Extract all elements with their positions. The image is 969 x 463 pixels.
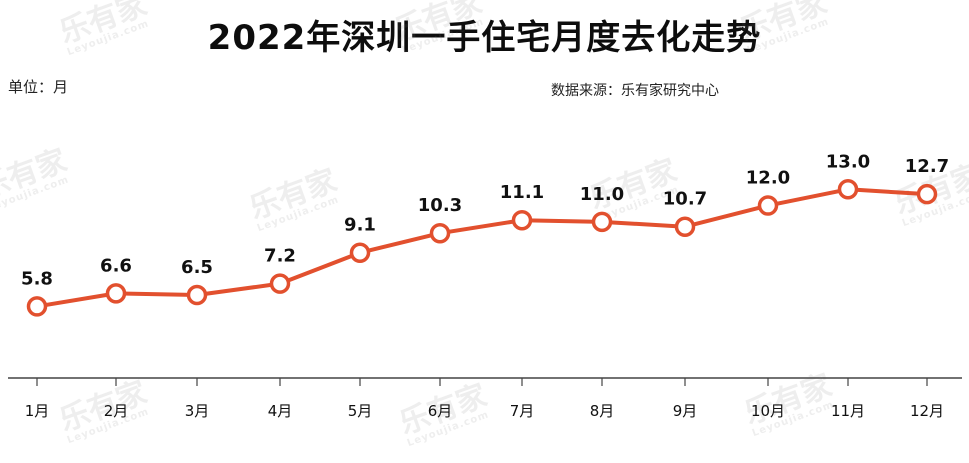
x-tick-label: 11月 — [831, 402, 865, 420]
data-point — [26, 296, 48, 317]
source-label: 数据来源：乐有家研究中心 — [551, 83, 719, 99]
x-tick-label: 7月 — [510, 402, 535, 420]
data-label: 11.0 — [580, 184, 624, 205]
data-point — [591, 211, 613, 233]
data-label: 11.1 — [500, 182, 544, 203]
x-tick-label: 9月 — [673, 402, 698, 420]
x-tick-label: 8月 — [590, 402, 615, 420]
x-tick-label: 3月 — [185, 402, 210, 420]
x-tick-label: 5月 — [348, 402, 373, 420]
data-label: 9.1 — [344, 215, 376, 236]
data-label: 10.3 — [418, 195, 462, 216]
x-tick-label: 1月 — [25, 402, 50, 420]
data-point — [105, 283, 127, 304]
series-line — [35, 187, 929, 309]
data-label: 5.8 — [21, 268, 53, 289]
data-point — [186, 284, 208, 306]
data-label: 10.7 — [663, 189, 707, 210]
data-point — [349, 242, 371, 263]
data-label: 6.6 — [100, 255, 132, 276]
data-label: 7.2 — [264, 246, 296, 267]
unit-label: 单位：月 — [8, 78, 69, 96]
data-point — [757, 195, 779, 216]
data-label: 12.7 — [905, 156, 949, 177]
x-tick-label: 10月 — [751, 402, 785, 420]
data-label: 12.0 — [746, 168, 790, 189]
chart-title: 2022年深圳一手住宅月度去化走势 — [207, 18, 762, 58]
x-tick-label: 12月 — [910, 402, 944, 420]
data-point — [837, 179, 859, 200]
data-label: 6.5 — [181, 257, 213, 278]
x-tick-label: 2月 — [104, 402, 129, 420]
data-point — [269, 273, 291, 294]
x-tick-label: 4月 — [268, 402, 293, 420]
data-point — [511, 209, 533, 231]
data-point — [674, 216, 696, 237]
data-point — [916, 183, 938, 205]
data-label: 13.0 — [826, 151, 870, 172]
x-tick-label: 6月 — [428, 402, 453, 420]
data-point — [429, 222, 451, 244]
